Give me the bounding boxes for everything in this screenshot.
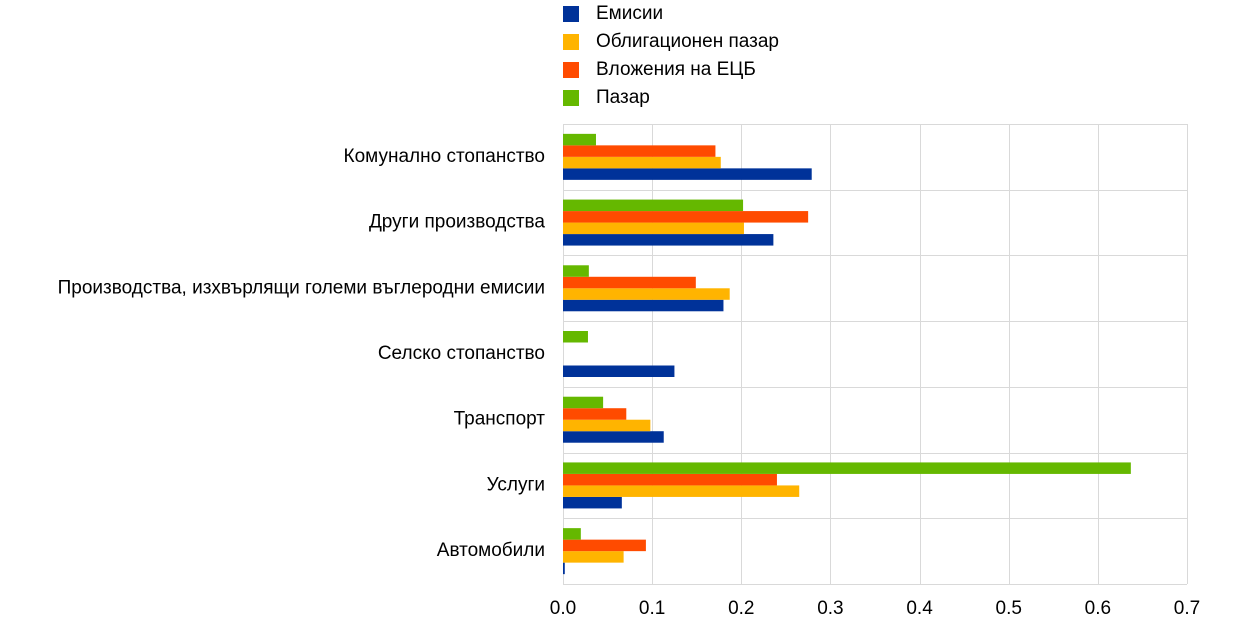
gridlines	[563, 124, 1188, 585]
legend-swatch	[563, 6, 579, 22]
bar-4-6	[563, 462, 1131, 474]
category-label: Производства, изхвърлящи големи въглерод…	[58, 277, 545, 298]
bar-2-6	[563, 485, 800, 497]
bar-1-7	[563, 562, 565, 575]
bar-2-1	[563, 156, 721, 169]
x-tick-label: 0.5	[996, 598, 1022, 619]
category-label: Комунално стопанство	[344, 146, 545, 167]
x-tick-label: 0.1	[639, 598, 665, 619]
bar-4-2	[563, 199, 744, 212]
bar-1-6	[563, 496, 622, 509]
bar-4-5	[563, 396, 604, 409]
bar-2-2	[563, 222, 744, 235]
bar-1-4	[563, 365, 675, 377]
category-label: Автомобили	[437, 540, 545, 561]
bar-1-3	[563, 299, 724, 312]
bar-4-1	[563, 133, 596, 146]
bar-3-6	[563, 473, 777, 486]
bar-3-2	[563, 211, 809, 223]
category-label: Други производства	[369, 212, 545, 233]
bars	[563, 133, 1131, 575]
bar-3-3	[563, 276, 696, 289]
x-axis-ticks: 0.0 0.1 0.2 0.3 0.4 0.5 0.6 0.7	[550, 598, 1200, 619]
x-tick-label: 0.3	[817, 598, 843, 619]
bar-3-5	[563, 408, 627, 420]
x-tick-label: 0.4	[906, 598, 933, 619]
legend-swatch	[563, 62, 579, 78]
legend-swatch	[563, 34, 579, 50]
bar-1-1	[563, 168, 812, 180]
legend-label: Пазар	[596, 87, 650, 108]
bar-4-4	[563, 331, 588, 343]
category-label: Транспорт	[454, 409, 546, 430]
category-label: Услуги	[487, 474, 545, 495]
legend: Емисии Облигационен пазар Вложения на ЕЦБ П…	[563, 3, 779, 108]
bar-1-2	[563, 234, 774, 246]
x-tick-label: 0.2	[728, 598, 754, 619]
legend-swatch	[563, 90, 579, 106]
category-labels: Комунално стопанство Други производства Пр…	[58, 146, 546, 561]
bar-3-7	[563, 539, 646, 552]
x-tick-label: 0.0	[550, 598, 576, 619]
x-tick-label: 0.6	[1085, 598, 1111, 619]
bar-1-5	[563, 431, 664, 443]
bar-4-7	[563, 528, 581, 540]
category-label: Селско стопанство	[378, 343, 545, 364]
legend-label: Емисии	[596, 3, 663, 24]
bar-4-3	[563, 265, 589, 277]
bar-2-7	[563, 551, 624, 563]
bar-3-1	[563, 145, 716, 157]
legend-label: Вложения на ЕЦБ	[596, 59, 756, 80]
bar-2-5	[563, 419, 651, 432]
legend-label: Облигационен пазар	[596, 31, 779, 52]
x-tick-label: 0.7	[1174, 598, 1200, 619]
bar-2-3	[563, 288, 730, 300]
